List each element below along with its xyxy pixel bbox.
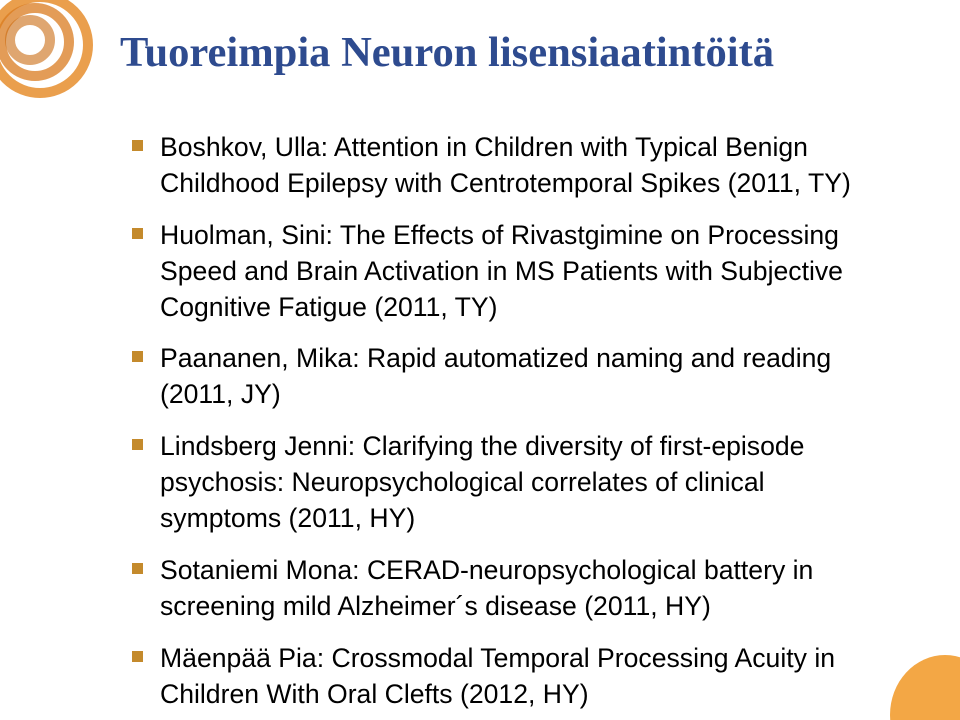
list-item: Mäenpää Pia: Crossmodal Temporal Process… [130,641,890,713]
list-item: Lindsberg Jenni: Clarifying the diversit… [130,429,890,537]
list-item: Sotaniemi Mona: CERAD-neuropsychological… [130,553,890,625]
list-item-text: Paananen, Mika: Rapid automatized naming… [160,343,831,409]
list-item: Paananen, Mika: Rapid automatized naming… [130,341,890,413]
list-item: Boshkov, Ulla: Attention in Children wit… [130,130,890,202]
list-item: Huolman, Sini: The Effects of Rivastgimi… [130,218,890,326]
decorative-swirl-icon [0,0,130,140]
slide-title: Tuoreimpia Neuron lisensiaatintöitä [120,28,920,77]
slide-title-wrap: Tuoreimpia Neuron lisensiaatintöitä [120,28,920,77]
list-item-text: Sotaniemi Mona: CERAD-neuropsychological… [160,555,813,621]
list-item-text: Boshkov, Ulla: Attention in Children wit… [160,132,851,198]
slide-content: Boshkov, Ulla: Attention in Children wit… [130,130,890,720]
bullet-list: Boshkov, Ulla: Attention in Children wit… [130,130,890,712]
list-item-text: Lindsberg Jenni: Clarifying the diversit… [160,431,804,533]
list-item-text: Huolman, Sini: The Effects of Rivastgimi… [160,220,843,322]
slide: Tuoreimpia Neuron lisensiaatintöitä Bosh… [0,0,960,720]
list-item-text: Mäenpää Pia: Crossmodal Temporal Process… [160,643,835,709]
